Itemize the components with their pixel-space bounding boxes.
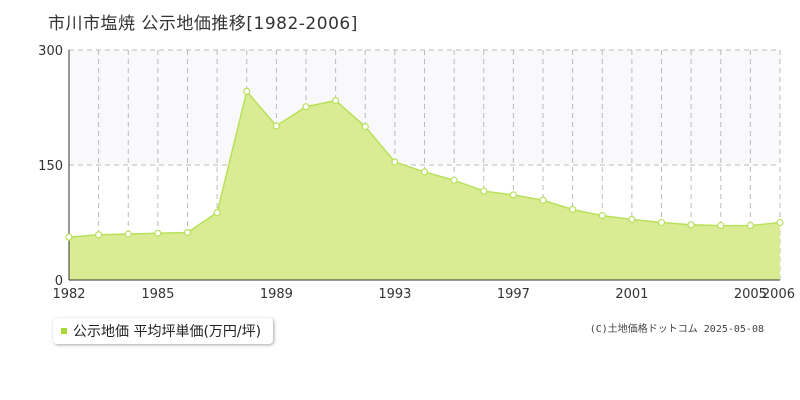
data-point: [628, 215, 636, 224]
data-point: [776, 218, 784, 227]
y-tick-label: 300: [38, 44, 63, 59]
y-tick-label: 0: [55, 274, 63, 289]
data-point: [450, 176, 458, 184]
data-point: [480, 187, 488, 195]
chart-title: 市川市塩焼 公示地価推移[1982-2006]: [48, 14, 358, 34]
copyright-text: (C)土地価格ドットコム 2025-05-08: [589, 324, 764, 335]
data-point: [154, 229, 162, 237]
x-tick-label: 2001: [615, 287, 648, 302]
data-point: [361, 123, 369, 131]
data-point: [332, 96, 340, 105]
legend-swatch: [61, 328, 67, 334]
y-tick-label: 150: [38, 159, 63, 174]
x-tick-label: 1985: [141, 287, 174, 302]
data-point: [509, 191, 517, 199]
data-point: [746, 221, 754, 230]
legend-label: 公示地価 平均坪単価(万円/坪): [73, 324, 262, 340]
data-point: [243, 87, 251, 96]
data-point: [391, 158, 399, 166]
x-tick-label: 2005: [734, 287, 767, 302]
data-point: [569, 205, 577, 214]
data-point: [687, 221, 695, 229]
x-tick-label: 1997: [497, 287, 530, 302]
legend: 公示地価 平均坪単価(万円/坪): [53, 318, 274, 344]
data-point: [420, 168, 429, 176]
data-point: [539, 196, 547, 204]
data-point: [598, 212, 606, 220]
data-point: [717, 221, 725, 230]
data-point: [95, 231, 103, 239]
data-point: [213, 208, 221, 217]
data-point: [183, 228, 192, 237]
data-point: [657, 218, 666, 227]
series-area: [69, 91, 780, 281]
x-tick-label: 2006: [762, 287, 795, 302]
x-tick-label: 1982: [52, 287, 85, 302]
x-tick-label: 1993: [378, 287, 411, 302]
data-point: [272, 122, 280, 130]
data-point: [124, 230, 132, 238]
x-tick-label: 1989: [260, 287, 293, 302]
data-point: [65, 233, 73, 241]
data-point: [302, 103, 310, 111]
